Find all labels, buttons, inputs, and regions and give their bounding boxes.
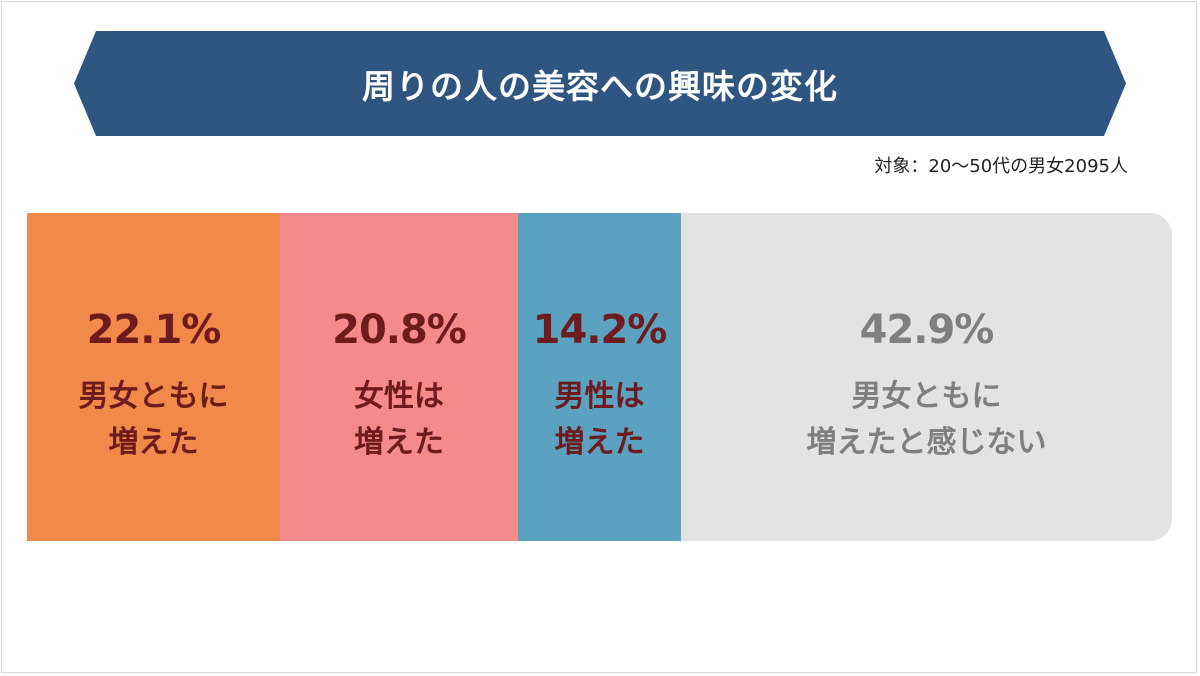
category-label: 男女ともに 増えた [78, 379, 229, 460]
bar-segment-1: 22.1% 男女ともに 増えた [27, 213, 280, 541]
value-label: 22.1% [86, 307, 222, 353]
bar-segment-4: 42.9% 男女ともに 増えたと感じない [681, 213, 1172, 541]
value-label: 20.8% [332, 307, 467, 353]
bar-segment-3: 14.2% 男性は 増えた [518, 213, 681, 541]
category-label: 女性は 増えた [354, 379, 444, 460]
value-label: 42.9% [859, 307, 995, 353]
chart-title: 周りの人の美容への興味の変化 [362, 66, 838, 106]
category-label: 男性は 増えた [554, 379, 645, 460]
chart-subtitle: 対象：20〜50代の男女2095人 [874, 156, 1128, 177]
title-banner: 周りの人の美容への興味の変化 [74, 31, 1126, 136]
value-label: 14.2% [532, 307, 668, 353]
bar-segment-2: 20.8% 女性は 増えた [280, 213, 518, 541]
category-label: 男女ともに 増えたと感じない [806, 379, 1047, 460]
stacked-bar: 22.1% 男女ともに 増えた 20.8% 女性は 増えた 14.2% 男性は 増えた 42… [27, 213, 1172, 541]
